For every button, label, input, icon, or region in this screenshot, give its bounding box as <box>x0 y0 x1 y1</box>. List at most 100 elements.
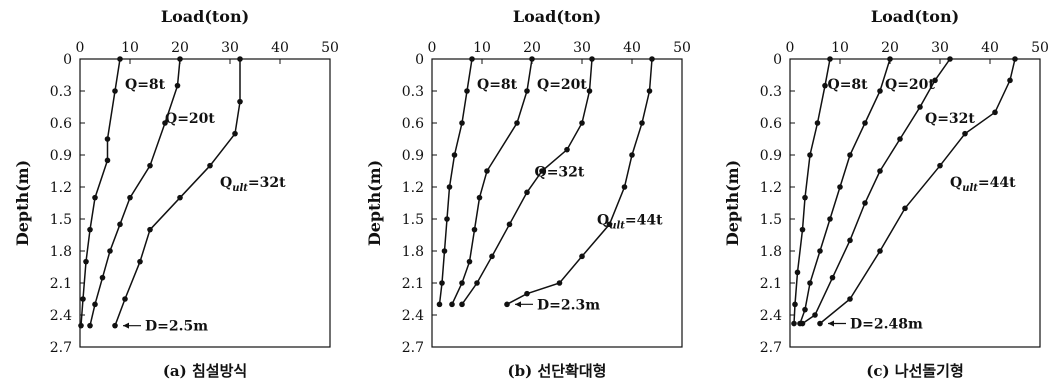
data-point <box>464 88 470 94</box>
data-point <box>947 56 953 62</box>
data-point <box>812 312 818 318</box>
data-point <box>862 120 868 126</box>
y-tick-label: 2.4 <box>402 308 424 324</box>
y-tick-label: 1.8 <box>402 244 424 260</box>
data-point <box>556 280 563 286</box>
data-point <box>451 152 458 158</box>
data-point <box>799 226 806 233</box>
data-point <box>524 88 530 94</box>
y-tick-label: 1.5 <box>402 212 424 228</box>
data-point <box>476 194 483 201</box>
data-point <box>506 221 513 228</box>
series-line <box>451 58 533 305</box>
data-point <box>529 56 535 62</box>
depth-arrow-head <box>123 322 129 329</box>
y-tick-label: 0.3 <box>760 84 782 100</box>
x-axis-title: Load(ton) <box>161 7 249 26</box>
y-tick-label: 2.7 <box>760 340 782 356</box>
data-point <box>147 162 153 169</box>
data-point <box>814 120 821 126</box>
data-point <box>847 237 853 244</box>
data-point <box>117 221 123 228</box>
data-point <box>436 301 443 308</box>
data-point <box>847 296 853 302</box>
y-tick-label: 0.6 <box>50 116 72 132</box>
data-point <box>877 168 883 174</box>
data-point <box>117 56 123 62</box>
plot-frame <box>789 58 1041 348</box>
data-point <box>78 322 84 329</box>
series-label: Qult=32t <box>220 175 286 194</box>
x-tick-label: 30 <box>931 40 949 56</box>
y-tick-label: 2.1 <box>50 276 72 292</box>
panel-caption: (c) 나선돌기형 <box>866 362 964 380</box>
y-tick-label: 0 <box>773 52 782 68</box>
data-point <box>917 104 923 110</box>
data-point <box>1007 77 1013 84</box>
x-tick-label: 30 <box>221 40 239 56</box>
depth-arrow-head <box>515 301 521 308</box>
x-tick-label: 10 <box>831 40 849 56</box>
y-tick-label: 2.4 <box>50 308 72 324</box>
data-point <box>902 205 908 212</box>
series-label: Q=8t <box>828 77 869 93</box>
data-point <box>489 253 495 260</box>
data-point <box>177 56 183 62</box>
depth-arrow-head <box>828 320 834 327</box>
data-point <box>471 226 478 233</box>
y-tick-label: 1.8 <box>50 244 72 260</box>
x-axis-title: Load(ton) <box>871 7 959 26</box>
y-tick-label: 1.2 <box>402 180 424 196</box>
data-point <box>137 258 143 265</box>
series-line <box>819 58 1016 325</box>
data-point <box>807 152 813 158</box>
data-point <box>474 280 480 286</box>
data-point <box>87 322 93 329</box>
data-point <box>162 120 168 126</box>
depth-label: D=2.5m <box>145 319 208 335</box>
data-point <box>439 280 445 286</box>
y-tick-label: 0 <box>63 52 72 68</box>
series-line <box>506 58 653 305</box>
data-point <box>177 194 183 201</box>
plot-frame <box>79 58 331 348</box>
x-tick-label: 30 <box>573 40 591 56</box>
data-point <box>807 280 813 286</box>
data-point <box>992 109 998 116</box>
y-tick-label: 1.2 <box>760 180 782 196</box>
x-tick-label: 20 <box>881 40 899 56</box>
series-line <box>461 58 593 305</box>
data-point <box>791 320 797 327</box>
x-tick-label: 40 <box>981 40 999 56</box>
data-point <box>444 216 450 222</box>
data-point <box>827 216 833 222</box>
data-point <box>127 194 133 201</box>
data-point <box>877 248 883 254</box>
series-label: Q=8t <box>477 77 518 93</box>
x-tick-label: 10 <box>121 40 139 56</box>
series-label: Q=32t <box>925 111 975 127</box>
data-point <box>799 320 806 327</box>
data-point <box>579 253 585 260</box>
y-tick-label: 1.5 <box>50 212 72 228</box>
data-point <box>589 56 595 62</box>
x-tick-label: 20 <box>171 40 189 56</box>
data-point <box>232 130 238 137</box>
data-point <box>112 88 118 94</box>
x-tick-label: 50 <box>1031 40 1049 56</box>
data-point <box>586 88 593 94</box>
data-point <box>649 56 655 62</box>
y-axis-title: Depth(m) <box>365 160 384 246</box>
data-point <box>449 301 455 308</box>
data-point <box>92 301 98 308</box>
x-tick-label: 20 <box>523 40 541 56</box>
series-line <box>89 58 181 326</box>
y-tick-label: 1.5 <box>760 212 782 228</box>
series-label: Q=20t <box>537 77 587 93</box>
y-tick-label: 2.1 <box>402 276 424 292</box>
data-point <box>87 226 93 233</box>
depth-label: D=2.48m <box>850 317 923 333</box>
x-tick-label: 40 <box>271 40 289 56</box>
y-tick-label: 2.1 <box>760 276 782 292</box>
data-point <box>887 56 893 62</box>
